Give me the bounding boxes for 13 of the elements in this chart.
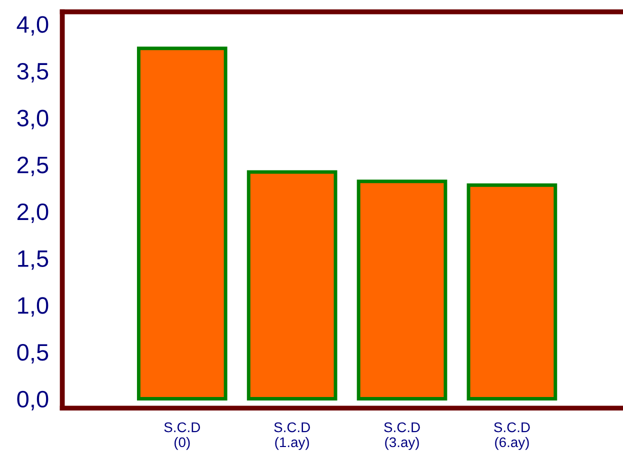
y-tick-label: 4,0 [16, 16, 48, 36]
y-tick-label: 0,0 [17, 390, 48, 410]
y-tick-label: 1,0 [18, 297, 48, 317]
y-tick-label: 3,0 [17, 110, 48, 130]
x-tick-label: S.C.D (0) [164, 422, 200, 450]
y-tick-label: 1,5 [18, 250, 48, 270]
x-tick-label: S.C.D (3.ay) [384, 422, 420, 450]
x-tick-label: S.C.D (6.ay) [494, 422, 530, 450]
y-tick-label: 2,0 [17, 203, 48, 223]
x-tick-label: S.C.D (1.ay) [274, 422, 310, 450]
y-tick-label: 2,5 [17, 156, 48, 176]
y-tick-label: 0,5 [17, 344, 48, 364]
y-tick-label: 3,5 [17, 62, 48, 82]
